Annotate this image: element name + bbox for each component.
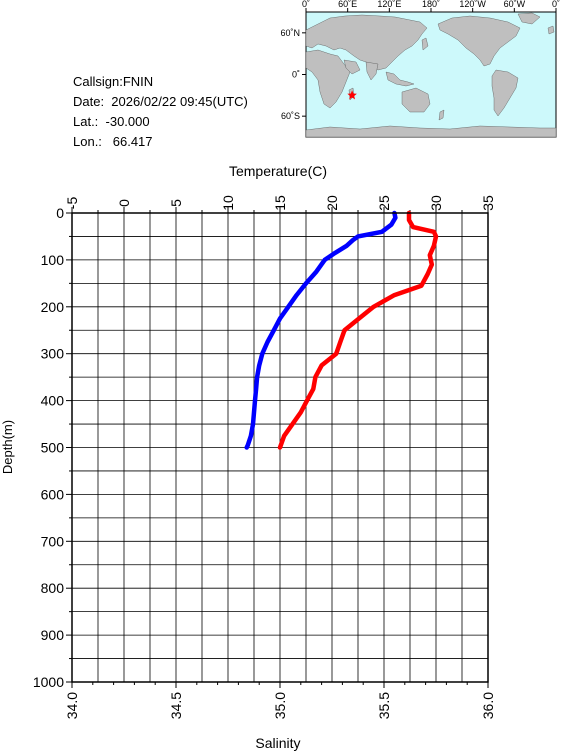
map-lat-label: 60˚N (280, 28, 300, 38)
depth-axis-tick-label: 800 (41, 580, 65, 596)
station-info: Callsign:FNIN Date: 2026/02/22 09:45(UTC… (73, 72, 248, 152)
depth-axis-tick-label: 1000 (33, 674, 64, 690)
salinity-profile-line (277, 210, 439, 450)
top-axis-tick-label: -5 (64, 197, 80, 210)
top-axis-tick-label: 20 (324, 195, 340, 211)
bottom-axis-tick-label: 34.0 (64, 692, 80, 719)
station-marker-icon (347, 90, 357, 100)
depth-axis-tick-label: 300 (41, 346, 65, 362)
map-lon-label: 0˚ (302, 0, 310, 9)
map-lon-label: 120˚W (459, 0, 486, 9)
top-axis-tick-label: 25 (376, 195, 392, 211)
map-lon-label: 180˚ (422, 0, 440, 9)
depth-axis-tick-label: 500 (41, 440, 65, 456)
map-lon-label: 120˚E (377, 0, 401, 9)
callsign-label: Callsign:FNIN (73, 74, 154, 89)
depth-axis-tick-label: 700 (41, 533, 65, 549)
y-axis-title: Depth(m) (0, 420, 15, 474)
bottom-axis-tick-label: 35.0 (272, 692, 288, 719)
top-axis-tick-label: 5 (168, 199, 184, 207)
top-axis-tick-label: 30 (428, 195, 444, 211)
latitude-label: Lat.: -30.000 (73, 114, 150, 129)
bottom-axis-tick-label: 36.0 (480, 692, 496, 719)
top-axis-tick-label: 10 (220, 195, 236, 211)
bottom-axis-title: Salinity (255, 735, 300, 751)
plot-frame (71, 212, 489, 683)
top-axis-tick-label: 0 (116, 199, 132, 207)
top-axis-tick-label: 35 (480, 195, 496, 211)
depth-axis-tick-label: 0 (56, 205, 64, 221)
date-label: Date: 2026/02/22 09:45(UTC) (73, 94, 248, 109)
longitude-label: Lon.: 66.417 (73, 134, 153, 149)
map-lat-label: 60˚S (281, 111, 300, 121)
map-lon-label: 0˚ (552, 0, 560, 9)
temperature-profile-line (244, 210, 398, 450)
depth-axis-tick-label: 100 (41, 252, 65, 268)
top-axis-title: Temperature(C) (229, 163, 327, 179)
depth-axis-tick-label: 900 (41, 627, 65, 643)
map-lon-label: 60˚W (504, 0, 526, 9)
top-axis-tick-label: 15 (272, 195, 288, 211)
map-lon-label: 60˚E (338, 0, 357, 9)
bottom-axis-tick-label: 34.5 (168, 692, 184, 719)
grid (72, 213, 488, 682)
depth-axis-tick-label: 200 (41, 299, 65, 315)
map-lat-label: 0˚ (292, 70, 300, 80)
bottom-axis-tick-label: 35.5 (376, 692, 392, 719)
map-land (305, 12, 557, 138)
depth-axis-tick-label: 600 (41, 486, 65, 502)
depth-axis-tick-label: 400 (41, 393, 65, 409)
